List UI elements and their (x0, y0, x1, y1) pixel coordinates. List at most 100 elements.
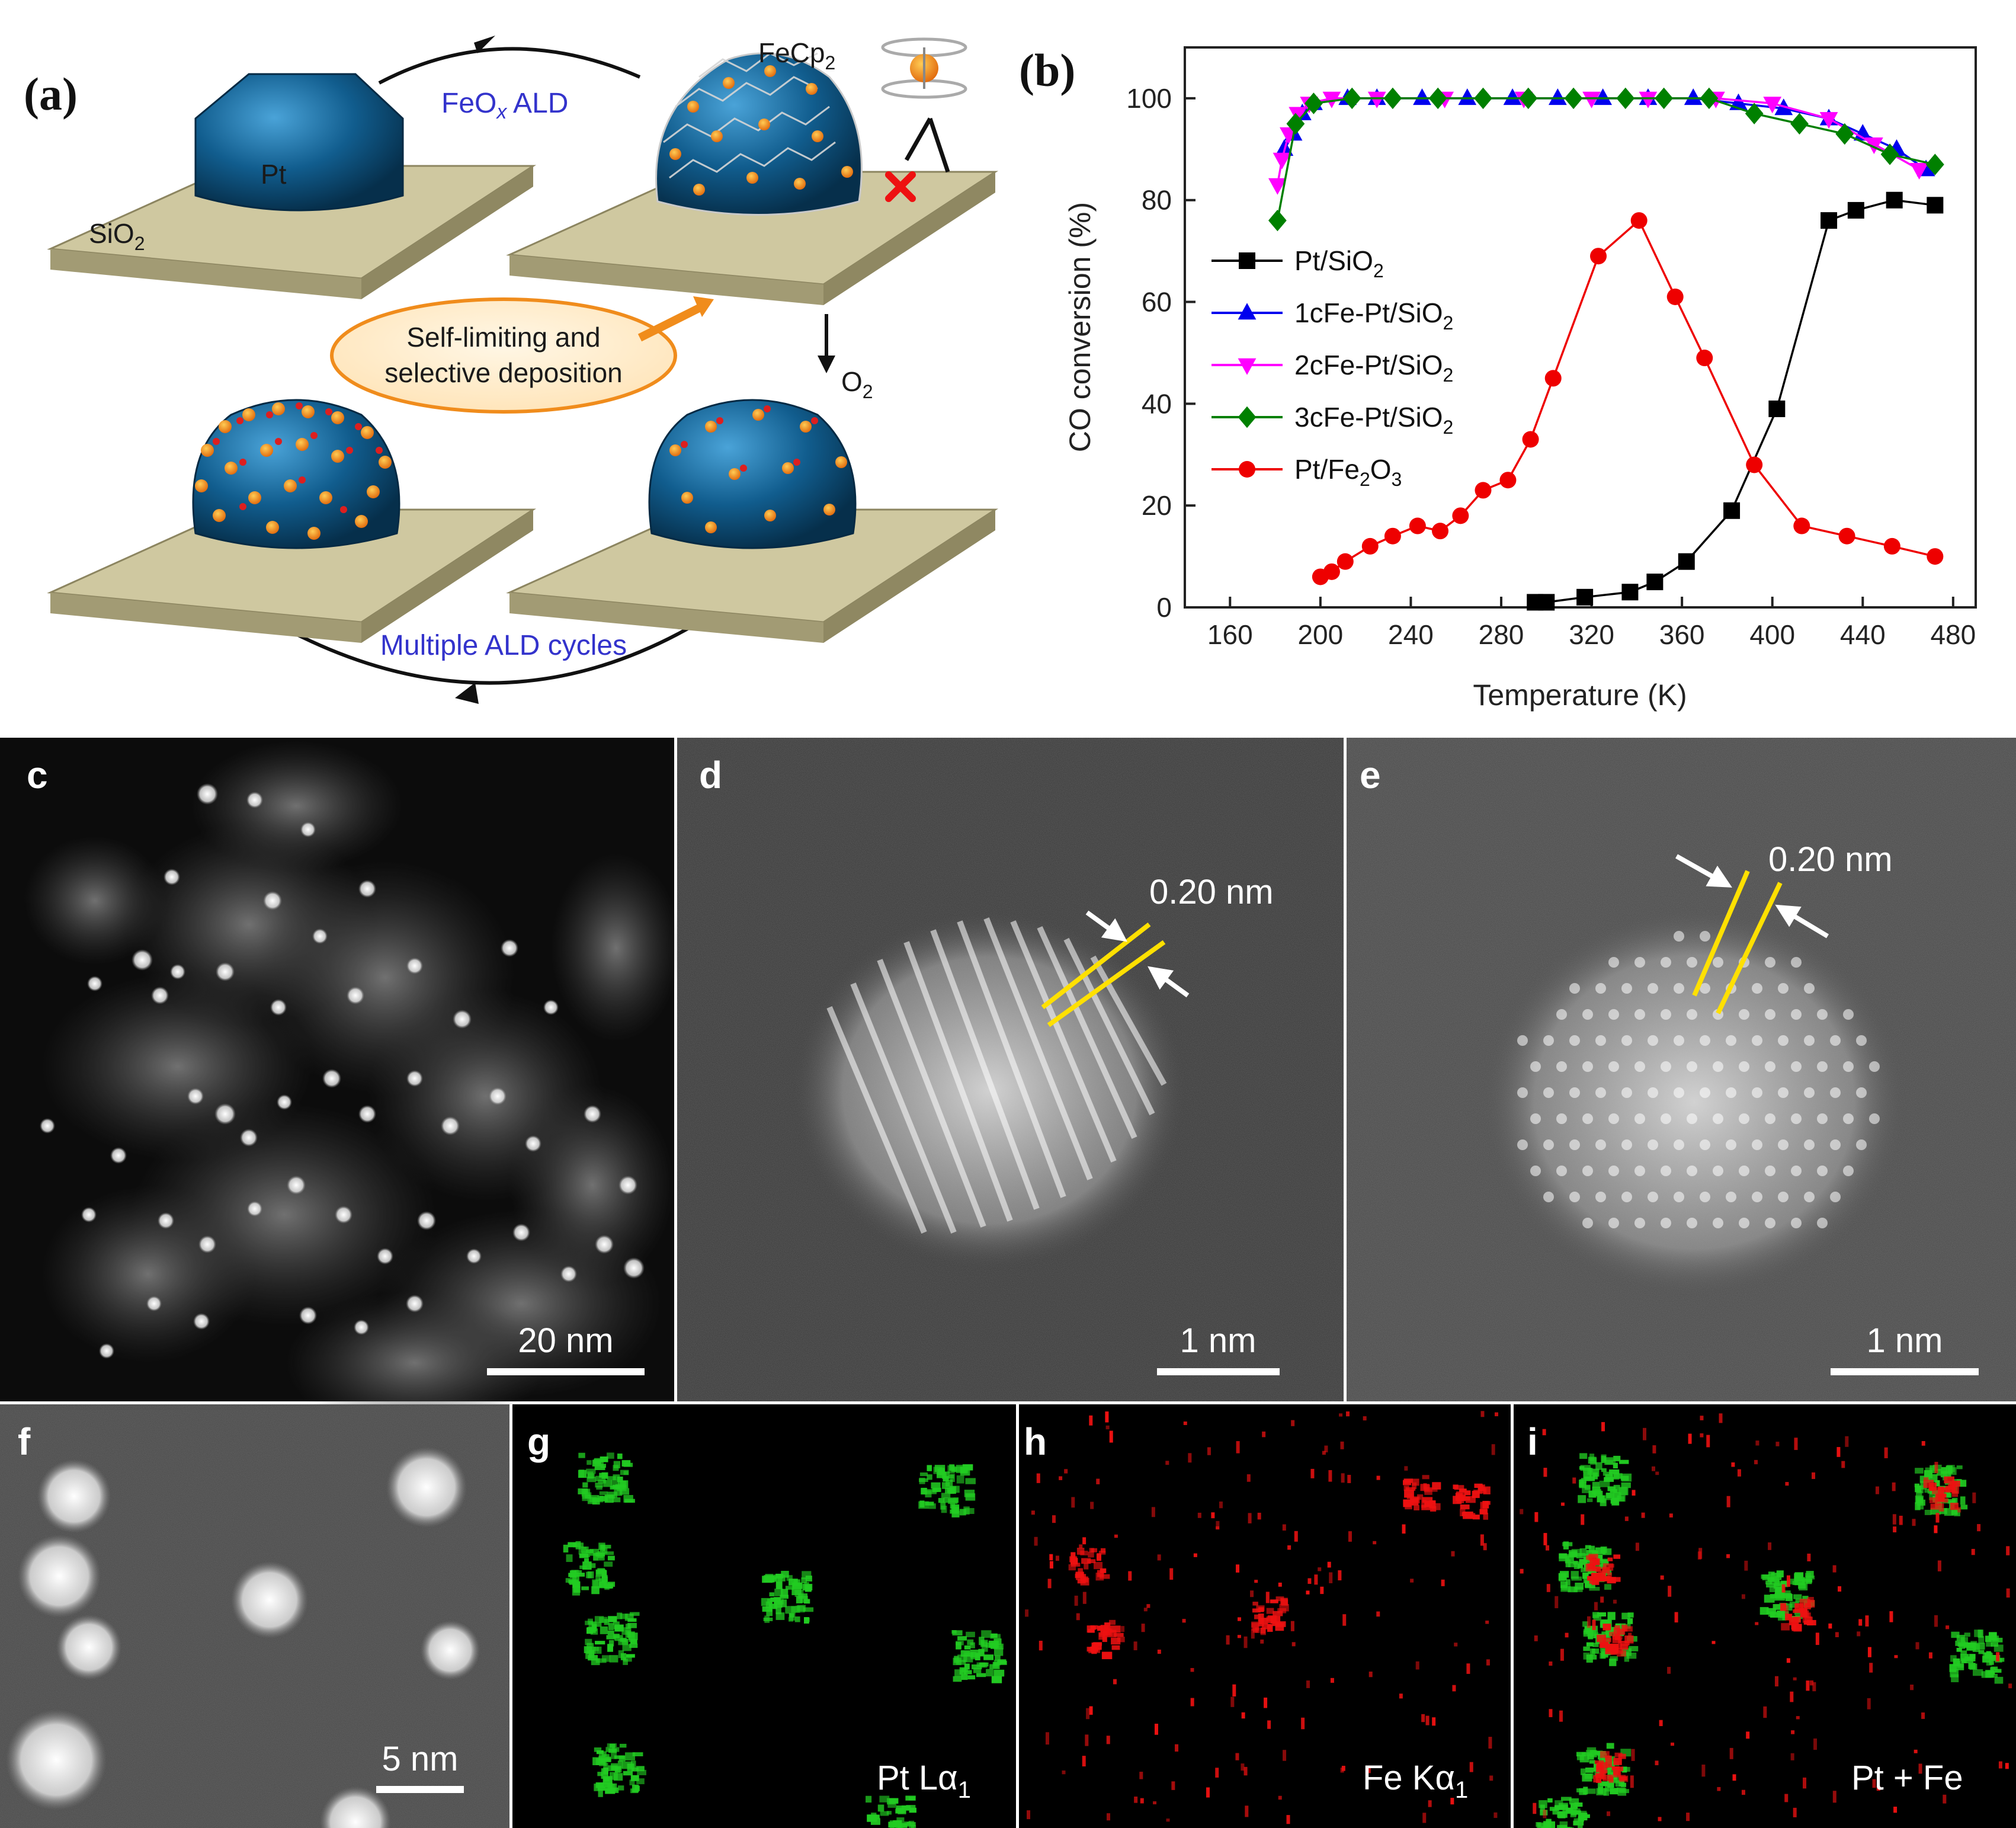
atom-column (1778, 1192, 1789, 1202)
fe-signal-pixel (1226, 1635, 1230, 1645)
fe-atoms-step2 (669, 65, 853, 196)
pt-signal-pixel (1559, 1821, 1568, 1828)
atom-column (1608, 957, 1619, 968)
fe-signal-pixel (1924, 1477, 1929, 1481)
fe-signal-pixel (1157, 1554, 1161, 1561)
pt-signal-pixel (1592, 1550, 1598, 1555)
fe-signal-pixel (1807, 1600, 1815, 1608)
adsorb-arrow (904, 117, 932, 161)
fe-signal-pixel (1534, 1512, 1539, 1522)
pt-signal-pixel (925, 1490, 932, 1498)
panel-c-label: c (27, 754, 48, 796)
pt-signal-pixel (1578, 1824, 1583, 1828)
atom-column (1582, 1113, 1593, 1124)
fe-signal-pixel (1746, 1731, 1750, 1739)
pt-signal-pixel (607, 1476, 616, 1480)
fe-signal-pixel (1754, 1459, 1758, 1465)
fe-signal-pixel (1414, 1505, 1419, 1510)
pt-signal-pixel (597, 1783, 606, 1791)
fe-signal-pixel (1088, 1647, 1094, 1654)
panel-d-spacing: 0.20 nm (1149, 873, 1274, 911)
fe-signal-pixel (2006, 1588, 2010, 1598)
pt-signal-pixel (1951, 1631, 1960, 1638)
pt-signal-pixel (1579, 1466, 1585, 1470)
fe-signal-pixel (1841, 1461, 1845, 1468)
data-point-3 (1655, 87, 1674, 110)
atom-column (1674, 1139, 1684, 1150)
fe-signal-pixel (1455, 1493, 1463, 1502)
atom-column (1687, 1113, 1697, 1124)
atom-column (1569, 1035, 1580, 1046)
panel-e-fringe-line-1 (1692, 870, 1750, 997)
pt-signal-pixel (612, 1484, 620, 1489)
fe-signal-pixel (1972, 1492, 1976, 1503)
fe-signal-pixel (1291, 1642, 1296, 1647)
pt-signal-pixel (1613, 1484, 1620, 1493)
pt-signal-pixel (1609, 1469, 1620, 1474)
legend-marker-4 (1239, 461, 1255, 478)
pt-signal-pixel (1579, 1548, 1587, 1556)
fe-signal-pixel (1543, 1533, 1547, 1545)
fe-signal-pixel (1949, 1482, 1958, 1487)
data-point-4 (1544, 370, 1562, 387)
fe-signal-pixel (1781, 1623, 1790, 1631)
atom-column (1556, 1113, 1567, 1124)
pt-signal-pixel (1541, 1826, 1551, 1828)
pt-signal-pixel (1789, 1601, 1799, 1608)
atom-column (1791, 957, 1802, 968)
fe-signal-pixel (1084, 1563, 1089, 1570)
pt-signal-pixel (608, 1622, 614, 1631)
fe-signal-pixel (1592, 1566, 1600, 1571)
atom-column (1700, 1139, 1710, 1150)
pt-signal-pixel (1989, 1657, 1994, 1665)
fe-signal-pixel (1828, 1623, 1832, 1629)
pt-signal-pixel (1575, 1582, 1584, 1590)
fe-signal-pixel (1183, 1421, 1187, 1425)
data-point-4 (1746, 456, 1763, 473)
fe-signal-pixel (1921, 1441, 1925, 1446)
fe-signal-pixel (1278, 1795, 1282, 1800)
fe-signal-pixel (1560, 1648, 1564, 1661)
pt-signal-pixel (763, 1617, 773, 1621)
fe-signal-pixel (1598, 1572, 1604, 1579)
cycle-arrow-bottom (283, 620, 700, 685)
pt-signal-pixel (579, 1470, 585, 1478)
pt-signal-pixel (1917, 1502, 1924, 1510)
data-point-2 (1367, 91, 1386, 108)
pt-signal-pixel (971, 1664, 982, 1670)
pt-signal-pixel (1584, 1773, 1594, 1779)
pt-signal-pixel (957, 1636, 967, 1641)
data-point-2 (1273, 152, 1291, 169)
pt-signal-pixel (636, 1778, 645, 1785)
legend-marker-2 (1238, 358, 1257, 375)
ferrocene-molecule-icon (881, 37, 967, 99)
fe-signal-pixel (1153, 1801, 1157, 1805)
fe-signal-pixel (1081, 1558, 1091, 1564)
fe-signal-pixel (1080, 1574, 1086, 1582)
pt-signal-pixel (1627, 1612, 1634, 1617)
fe-signal-pixel (1741, 1789, 1745, 1795)
pt-signal-pixel (566, 1554, 573, 1563)
fe-signal-pixel (1686, 1813, 1690, 1821)
fe-signal-pixel (1045, 1732, 1049, 1745)
fe-signal-pixel (1451, 1551, 1455, 1557)
pt-particle-2 (655, 52, 863, 216)
pt-signal-pixel (792, 1582, 803, 1589)
pt-signal-pixel (965, 1493, 976, 1501)
pt-signal-pixel (619, 1488, 630, 1495)
y-tick-label: 60 (1142, 287, 1172, 318)
atom-column (1674, 931, 1684, 942)
fe-signal-pixel (1835, 1632, 1839, 1637)
y-tick-label: 80 (1142, 185, 1172, 216)
atom-column (1791, 1218, 1802, 1228)
data-point-4 (1590, 248, 1607, 265)
pt-signal-pixel (898, 1810, 906, 1814)
fe-signal-pixel (1273, 1611, 1283, 1616)
data-point-3 (1564, 87, 1583, 110)
pt-signal-pixel (1978, 1650, 1985, 1654)
atom-column (1582, 1061, 1593, 1072)
pt-signal-pixel (931, 1482, 941, 1489)
pt-signal-pixel (953, 1466, 963, 1472)
panel-b-label: (b) (1019, 44, 1075, 96)
